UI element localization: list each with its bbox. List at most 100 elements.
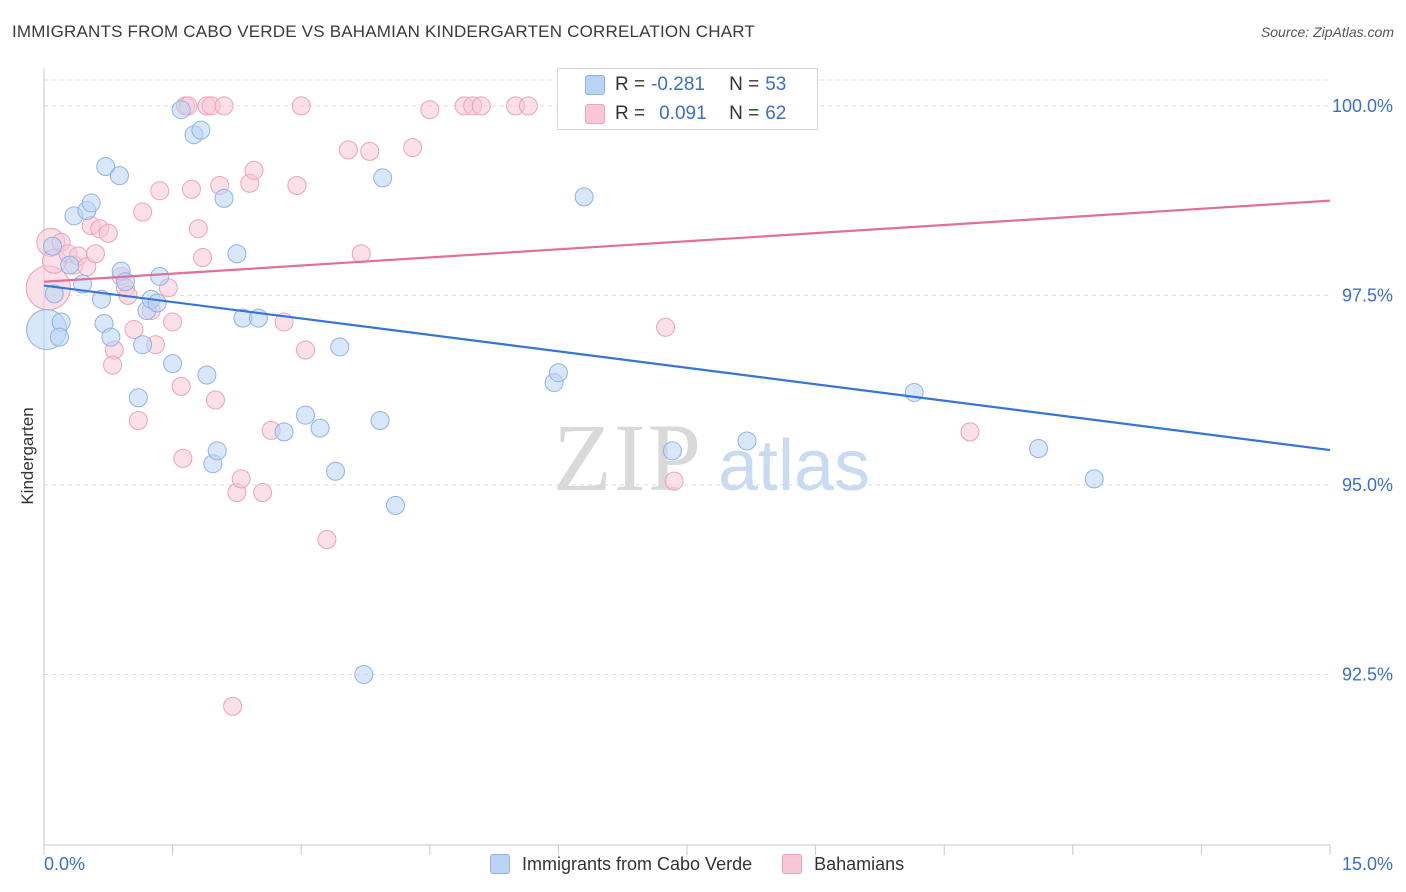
cabo-verde-point [330, 337, 350, 357]
cabo-verde-point [96, 157, 116, 177]
bahamians-point [231, 469, 251, 489]
watermark-zip: ZIP [553, 404, 703, 511]
stats-n-value: 62 [765, 103, 787, 124]
cabo-verde-point [386, 495, 406, 515]
cabo-verde-point [354, 664, 374, 684]
axes [43, 68, 1331, 855]
cabo-verde-point [133, 335, 153, 355]
bahamians-point [518, 96, 538, 116]
cabo-verde-point [147, 293, 167, 313]
legend-swatch-blue [490, 854, 510, 874]
bahamians-point [223, 696, 243, 716]
cabo-verde-point [737, 431, 757, 451]
cabo-verde-point [207, 441, 227, 461]
cabo-verde-point [109, 166, 129, 186]
bahamians-point [98, 223, 118, 243]
cabo-verde-point [81, 193, 101, 213]
bahamians-trend-line [43, 199, 1331, 283]
bahamians-point [133, 202, 153, 222]
y-tick-label: 100.0% [1332, 96, 1393, 116]
cabo-verde-point [128, 388, 148, 408]
x-tick-label: 15.0% [1342, 854, 1393, 874]
stats-n-label: N = [729, 103, 760, 124]
cabo-verde-point [574, 187, 594, 207]
bahamians-point [351, 244, 371, 264]
stats-swatch-blue [585, 75, 605, 95]
bahamians-point [403, 138, 423, 158]
stats-r-value: 0.091 [659, 103, 707, 124]
bahamians-point [173, 448, 193, 468]
stats-n-value: 53 [765, 74, 787, 95]
stats-box: R = -0.281 N = 53 R = 0.091 N = 62 [557, 68, 818, 130]
chart-title: IMMIGRANTS FROM CABO VERDE VS BAHAMIAN K… [12, 22, 755, 41]
cabo-verde-point [163, 354, 183, 374]
tick-labels: 92.5% 95.0% 97.5% 100.0% 0.0% 15.0% [44, 96, 1393, 874]
cabo-verde-point [60, 255, 80, 275]
cabo-verde-point [548, 363, 568, 383]
stats-n-label: N = [729, 74, 760, 95]
bahamians-point [163, 312, 183, 332]
stats-r-label: R = [615, 103, 646, 124]
cabo-verde-point [44, 284, 64, 304]
legend-label-bahamians: Bahamians [814, 853, 905, 874]
bahamians-point [420, 100, 440, 120]
bahamians-point [181, 179, 201, 199]
bahamians-point [338, 140, 358, 160]
cabo-verde-point [191, 120, 211, 140]
cabo-verde-point [274, 422, 294, 442]
zipatlas-watermark: ZIP atlas [553, 404, 870, 511]
chart-legend: Immigrants from Cabo Verde Bahamians [490, 852, 934, 876]
stats-r-label: R = [615, 74, 646, 95]
cabo-verde-point [171, 100, 191, 120]
cabo-verde-point [295, 405, 315, 425]
y-tick-label: 92.5% [1342, 664, 1393, 684]
y-tick-label: 97.5% [1342, 285, 1393, 305]
cabo-verde-point [91, 289, 111, 309]
x-tick-label: 0.0% [44, 854, 85, 874]
cabo-verde-point [214, 188, 234, 208]
bahamians-point [193, 248, 213, 268]
bahamians-point [124, 320, 144, 340]
cabo-verde-point [310, 418, 330, 438]
legend-item-cabo-verde: Immigrants from Cabo Verde [490, 854, 752, 875]
bahamians-point [214, 96, 234, 116]
legend-item-bahamians: Bahamians [782, 854, 904, 875]
cabo-verde-point [227, 244, 247, 264]
bahamians-point [205, 390, 225, 410]
cabo-verde-point [325, 461, 345, 481]
cabo-verde-point [662, 441, 682, 461]
cabo-verde-point [1029, 439, 1049, 459]
bahamians-point [360, 141, 380, 161]
y-tick-label: 95.0% [1342, 475, 1393, 495]
gridlines [44, 79, 1330, 675]
stats-row-bahamians: R = 0.091 N = 62 [558, 99, 786, 129]
cabo-verde-point [370, 410, 390, 430]
bahamians-point [287, 175, 307, 195]
trend-lines [43, 199, 1331, 452]
bahamians-point [291, 96, 311, 116]
bahamians-point [253, 483, 273, 503]
legend-swatch-pink [782, 854, 803, 874]
stats-r-value: -0.281 [651, 74, 705, 95]
bahamians-point [103, 355, 123, 375]
bahamians-point [471, 96, 491, 116]
cabo-verde-point [101, 327, 121, 347]
stats-row-cabo-verde: R = -0.281 N = 53 [558, 70, 786, 100]
bahamians-point [317, 530, 337, 550]
bahamians-point [960, 422, 980, 442]
cabo-verde-trend-line [43, 284, 1331, 452]
bahamians-point [188, 219, 208, 239]
cabo-verde-point [150, 266, 170, 286]
cabo-verde-point [373, 168, 393, 188]
bahamians-point [85, 244, 105, 264]
y-axis-label: Kindergarten [18, 407, 37, 504]
bahamians-point [150, 181, 170, 201]
bahamians-point [244, 160, 264, 180]
bahamians-point [171, 376, 191, 396]
bahamians-point [295, 340, 315, 360]
bahamians-point [656, 317, 676, 337]
bahamians-point [128, 410, 148, 430]
chart-source: Source: ZipAtlas.com [1260, 24, 1394, 40]
cabo-verde-point [197, 365, 217, 385]
